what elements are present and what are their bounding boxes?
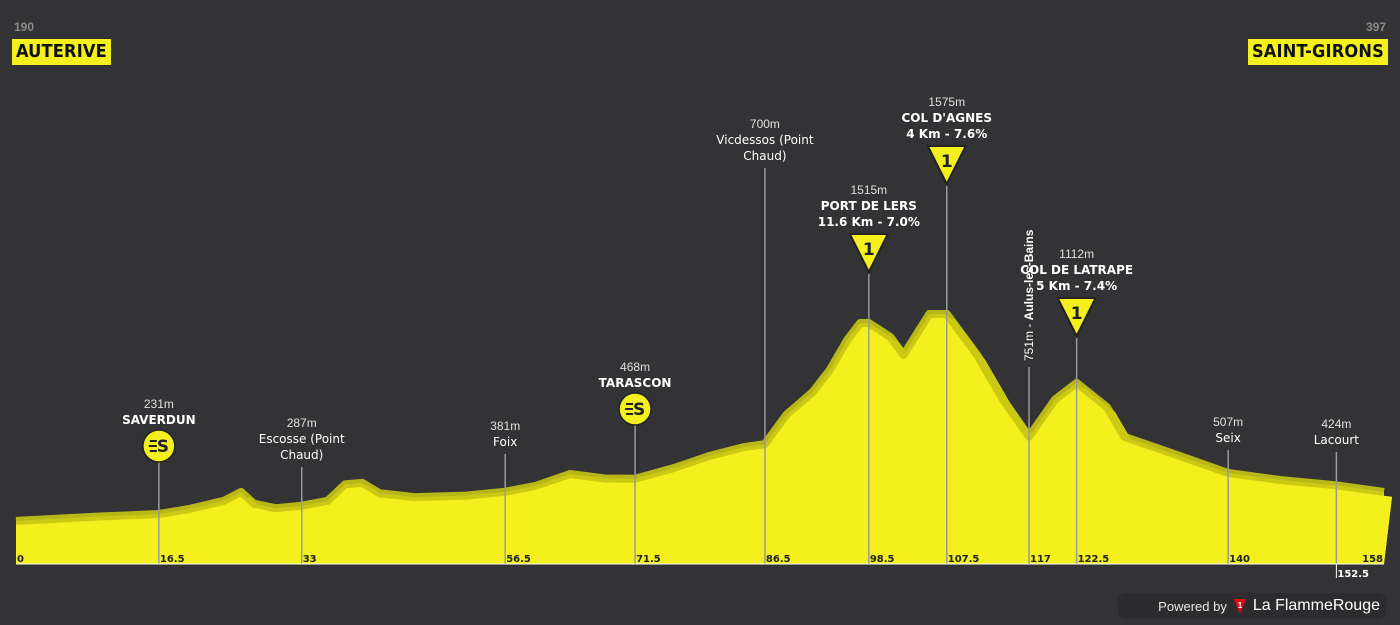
marker-name-line: Chaud) [743, 149, 786, 163]
distance-tick-label: 158 [1362, 554, 1383, 565]
finish-km-number: 397 [1365, 20, 1386, 34]
marker-16-5: S SAVERDUN 231m [122, 397, 196, 564]
marker-altitude: 381m [490, 419, 520, 433]
climb-category-number: 1 [863, 240, 875, 260]
marker-98-5: 1 11.6 Km - 7.0% PORT DE LERS 1515m [818, 183, 920, 564]
powered-by-text: Powered by [1158, 598, 1227, 614]
distance-tick-label: 71.5 [636, 554, 661, 565]
profile-ridge [15, 310, 1385, 525]
marker-name-line: 11.6 Km - 7.0% [818, 215, 920, 229]
flamme-rouge-logo-icon: 1 [1233, 599, 1246, 614]
powered-by-badge[interactable]: Powered by 1 La FlammeRouge [1118, 593, 1386, 619]
marker-vertical-label: 751m - Aulus-les-Bains [1022, 229, 1036, 361]
climb-category-number: 1 [941, 152, 953, 172]
marker-name-line: COL DE LATRAPE [1020, 263, 1133, 277]
distance-tick-label: 16.5 [160, 554, 185, 565]
brand-name: La FlammeRouge [1252, 597, 1380, 614]
marker-152-5: Lacourt 424m [1314, 417, 1360, 564]
sprint-icon [142, 429, 176, 463]
marker-altitude: 507m [1213, 415, 1243, 429]
marker-name-line: Foix [493, 435, 517, 449]
marker-name-line: Escosse (Point [259, 432, 345, 446]
distance-tick-label: 117 [1030, 554, 1051, 565]
marker-122-5: 1 5 Km - 7.4% COL DE LATRAPE 1112m [1020, 247, 1133, 564]
marker-56-5: Foix 381m [490, 419, 520, 564]
distance-tick-label: 152.5 [1337, 569, 1369, 580]
marker-altitude: 287m [287, 416, 317, 430]
distance-tick-label: 122.5 [1078, 554, 1110, 565]
distance-tick-label: 0 [17, 554, 24, 565]
climb-category-icon [1056, 297, 1097, 337]
sprint-speed-lines [148, 440, 157, 452]
sprint-speed-lines [625, 403, 634, 415]
sprint-letter: S [633, 400, 645, 420]
marker-name-line: Chaud) [280, 448, 323, 462]
marker-name-line: Lacourt [1314, 433, 1360, 447]
marker-layer: S SAVERDUN 231m Chaud) Escosse (Point 287m Foi… [122, 95, 1359, 564]
marker-altitude: 700m [750, 117, 780, 131]
marker-name-line: TARASCON [599, 376, 672, 390]
marker-name-line: Seix [1215, 431, 1240, 445]
start-km-number: 190 [14, 20, 35, 34]
distance-tick-label: 107.5 [948, 554, 980, 565]
profile-layer [15, 310, 1392, 564]
sprint-icon [618, 392, 652, 426]
marker-name-line: 4 Km - 7.6% [906, 127, 987, 141]
marker-name-line: Vicdessos (Point [716, 133, 814, 147]
start-city-label: AUTERIVE [12, 39, 111, 65]
marker-vertical-name: Aulus-les-Bains [1022, 229, 1036, 320]
distance-tick-label: 86.5 [766, 554, 791, 565]
marker-altitude: 231m [144, 397, 174, 411]
marker-name-line: SAVERDUN [122, 413, 196, 427]
marker-86-5: Chaud) Vicdessos (Point 700m [716, 117, 814, 564]
marker-name-line: PORT DE LERS [821, 199, 917, 213]
distance-axis: 0 16.5 33 56.5 71.5 86.5 98.5 107.5 117 122.5 140 1… [16, 554, 1384, 580]
marker-107-5: 1 4 Km - 7.6% COL D'AGNES 1575m [902, 95, 993, 564]
marker-altitude: 1575m [928, 95, 965, 109]
marker-117: 751m - Aulus-les-Bains [1022, 229, 1036, 564]
distance-tick-label: 33 [303, 554, 317, 565]
profile-body [16, 319, 1392, 564]
marker-altitude: 1112m [1059, 247, 1094, 261]
marker-71-5: S TARASCON 468m [599, 360, 672, 564]
climb-category-icon [926, 145, 967, 185]
climb-category-number: 1 [1071, 304, 1083, 324]
distance-tick-label: 140 [1229, 554, 1250, 565]
sprint-letter: S [157, 437, 169, 457]
marker-33: Chaud) Escosse (Point 287m [259, 416, 345, 564]
finish-city-label: SAINT-GIRONS [1247, 39, 1388, 65]
svg-text:1: 1 [1238, 601, 1243, 610]
marker-altitude: 424m [1321, 417, 1351, 431]
marker-140: Seix 507m [1213, 415, 1243, 564]
climb-category-icon [848, 233, 889, 273]
marker-altitude: 468m [620, 360, 650, 374]
marker-name-line: 5 Km - 7.4% [1036, 279, 1117, 293]
distance-tick-label: 98.5 [870, 554, 895, 565]
distance-tick-label: 56.5 [506, 554, 531, 565]
marker-name-line: COL D'AGNES [902, 111, 993, 125]
marker-altitude: 1515m [850, 183, 887, 197]
